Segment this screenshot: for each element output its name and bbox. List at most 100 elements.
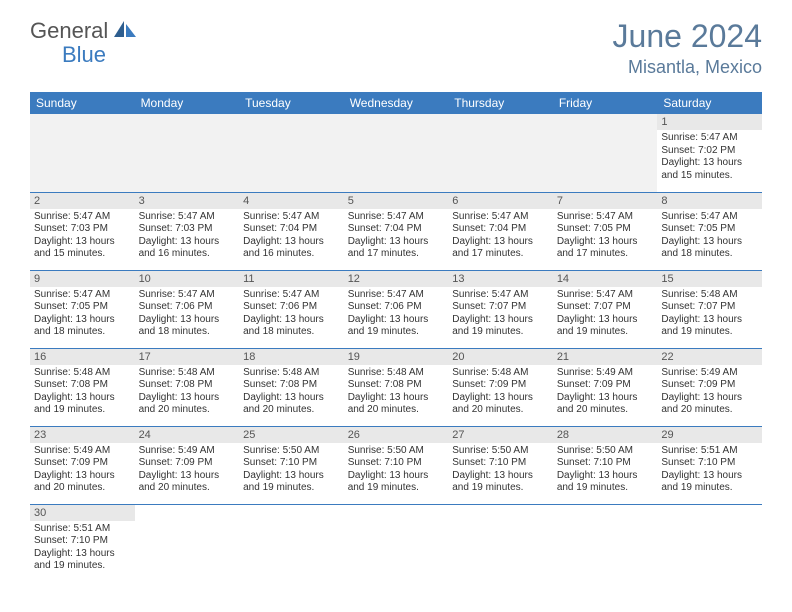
weekday-header-row: SundayMondayTuesdayWednesdayThursdayFrid… [30, 92, 762, 114]
day-number: 11 [239, 271, 344, 287]
weekday-header: Monday [135, 92, 240, 114]
calendar-body: 1Sunrise: 5:47 AMSunset: 7:02 PMDaylight… [30, 114, 762, 582]
weekday-header: Thursday [448, 92, 553, 114]
day-number: 18 [239, 349, 344, 365]
calendar-cell [448, 504, 553, 582]
calendar-cell [239, 114, 344, 192]
calendar-row: 30Sunrise: 5:51 AMSunset: 7:10 PMDayligh… [30, 504, 762, 582]
calendar-cell: 9Sunrise: 5:47 AMSunset: 7:05 PMDaylight… [30, 270, 135, 348]
calendar-row: 2Sunrise: 5:47 AMSunset: 7:03 PMDaylight… [30, 192, 762, 270]
day-details: Sunrise: 5:47 AMSunset: 7:05 PMDaylight:… [30, 287, 135, 341]
calendar-cell: 26Sunrise: 5:50 AMSunset: 7:10 PMDayligh… [344, 426, 449, 504]
day-number: 24 [135, 427, 240, 443]
day-number: 25 [239, 427, 344, 443]
day-number: 27 [448, 427, 553, 443]
day-number: 8 [657, 193, 762, 209]
day-details: Sunrise: 5:48 AMSunset: 7:08 PMDaylight:… [30, 365, 135, 419]
weekday-header: Sunday [30, 92, 135, 114]
calendar-cell [657, 504, 762, 582]
day-number: 29 [657, 427, 762, 443]
day-details: Sunrise: 5:49 AMSunset: 7:09 PMDaylight:… [135, 443, 240, 497]
day-number: 23 [30, 427, 135, 443]
day-details: Sunrise: 5:48 AMSunset: 7:09 PMDaylight:… [448, 365, 553, 419]
day-details: Sunrise: 5:50 AMSunset: 7:10 PMDaylight:… [553, 443, 658, 497]
calendar-cell: 16Sunrise: 5:48 AMSunset: 7:08 PMDayligh… [30, 348, 135, 426]
day-details: Sunrise: 5:51 AMSunset: 7:10 PMDaylight:… [30, 521, 135, 575]
page-title: June 2024 [613, 18, 762, 55]
day-details: Sunrise: 5:48 AMSunset: 7:08 PMDaylight:… [344, 365, 449, 419]
calendar-cell: 1Sunrise: 5:47 AMSunset: 7:02 PMDaylight… [657, 114, 762, 192]
calendar-cell: 17Sunrise: 5:48 AMSunset: 7:08 PMDayligh… [135, 348, 240, 426]
header: General June 2024 Misantla, Mexico [0, 0, 792, 86]
day-details: Sunrise: 5:47 AMSunset: 7:04 PMDaylight:… [344, 209, 449, 263]
day-number: 2 [30, 193, 135, 209]
day-details: Sunrise: 5:48 AMSunset: 7:07 PMDaylight:… [657, 287, 762, 341]
day-number: 17 [135, 349, 240, 365]
day-details: Sunrise: 5:50 AMSunset: 7:10 PMDaylight:… [344, 443, 449, 497]
day-number: 13 [448, 271, 553, 287]
day-number: 22 [657, 349, 762, 365]
calendar-cell [239, 504, 344, 582]
day-number: 9 [30, 271, 135, 287]
calendar-cell [135, 114, 240, 192]
calendar-row: 9Sunrise: 5:47 AMSunset: 7:05 PMDaylight… [30, 270, 762, 348]
day-details: Sunrise: 5:48 AMSunset: 7:08 PMDaylight:… [135, 365, 240, 419]
logo-text-blue: Blue [62, 42, 106, 67]
calendar-cell: 25Sunrise: 5:50 AMSunset: 7:10 PMDayligh… [239, 426, 344, 504]
calendar-cell: 8Sunrise: 5:47 AMSunset: 7:05 PMDaylight… [657, 192, 762, 270]
calendar-cell [135, 504, 240, 582]
weekday-header: Saturday [657, 92, 762, 114]
day-details: Sunrise: 5:47 AMSunset: 7:04 PMDaylight:… [448, 209, 553, 263]
day-details: Sunrise: 5:47 AMSunset: 7:06 PMDaylight:… [344, 287, 449, 341]
calendar-cell [30, 114, 135, 192]
day-number: 1 [657, 114, 762, 130]
day-number: 20 [448, 349, 553, 365]
day-details: Sunrise: 5:47 AMSunset: 7:07 PMDaylight:… [553, 287, 658, 341]
calendar-cell: 15Sunrise: 5:48 AMSunset: 7:07 PMDayligh… [657, 270, 762, 348]
calendar-cell [344, 504, 449, 582]
logo-text-general: General [30, 18, 108, 44]
day-number: 30 [30, 505, 135, 521]
sail-icon [112, 19, 138, 44]
calendar-cell: 2Sunrise: 5:47 AMSunset: 7:03 PMDaylight… [30, 192, 135, 270]
calendar-cell: 28Sunrise: 5:50 AMSunset: 7:10 PMDayligh… [553, 426, 658, 504]
day-details: Sunrise: 5:47 AMSunset: 7:02 PMDaylight:… [657, 130, 762, 184]
calendar-cell: 19Sunrise: 5:48 AMSunset: 7:08 PMDayligh… [344, 348, 449, 426]
day-details: Sunrise: 5:49 AMSunset: 7:09 PMDaylight:… [657, 365, 762, 419]
calendar-cell [448, 114, 553, 192]
calendar-cell: 4Sunrise: 5:47 AMSunset: 7:04 PMDaylight… [239, 192, 344, 270]
logo: General [30, 18, 140, 44]
day-number: 3 [135, 193, 240, 209]
calendar-cell: 29Sunrise: 5:51 AMSunset: 7:10 PMDayligh… [657, 426, 762, 504]
calendar-cell: 5Sunrise: 5:47 AMSunset: 7:04 PMDaylight… [344, 192, 449, 270]
weekday-header: Friday [553, 92, 658, 114]
day-details: Sunrise: 5:50 AMSunset: 7:10 PMDaylight:… [448, 443, 553, 497]
day-details: Sunrise: 5:47 AMSunset: 7:06 PMDaylight:… [239, 287, 344, 341]
calendar-cell [553, 114, 658, 192]
calendar-cell: 24Sunrise: 5:49 AMSunset: 7:09 PMDayligh… [135, 426, 240, 504]
location-label: Misantla, Mexico [613, 57, 762, 78]
day-number: 14 [553, 271, 658, 287]
day-details: Sunrise: 5:50 AMSunset: 7:10 PMDaylight:… [239, 443, 344, 497]
day-details: Sunrise: 5:47 AMSunset: 7:07 PMDaylight:… [448, 287, 553, 341]
calendar-cell: 22Sunrise: 5:49 AMSunset: 7:09 PMDayligh… [657, 348, 762, 426]
calendar-cell: 13Sunrise: 5:47 AMSunset: 7:07 PMDayligh… [448, 270, 553, 348]
day-details: Sunrise: 5:47 AMSunset: 7:05 PMDaylight:… [553, 209, 658, 263]
day-number: 26 [344, 427, 449, 443]
day-details: Sunrise: 5:49 AMSunset: 7:09 PMDaylight:… [553, 365, 658, 419]
weekday-header: Tuesday [239, 92, 344, 114]
day-details: Sunrise: 5:47 AMSunset: 7:03 PMDaylight:… [135, 209, 240, 263]
calendar-cell: 27Sunrise: 5:50 AMSunset: 7:10 PMDayligh… [448, 426, 553, 504]
calendar-row: 1Sunrise: 5:47 AMSunset: 7:02 PMDaylight… [30, 114, 762, 192]
calendar-cell: 10Sunrise: 5:47 AMSunset: 7:06 PMDayligh… [135, 270, 240, 348]
day-number: 5 [344, 193, 449, 209]
title-block: June 2024 Misantla, Mexico [613, 18, 762, 78]
day-details: Sunrise: 5:51 AMSunset: 7:10 PMDaylight:… [657, 443, 762, 497]
calendar-row: 16Sunrise: 5:48 AMSunset: 7:08 PMDayligh… [30, 348, 762, 426]
day-details: Sunrise: 5:48 AMSunset: 7:08 PMDaylight:… [239, 365, 344, 419]
calendar-table: SundayMondayTuesdayWednesdayThursdayFrid… [30, 92, 762, 582]
logo-sub: Blue [62, 42, 106, 68]
day-number: 6 [448, 193, 553, 209]
calendar-cell: 30Sunrise: 5:51 AMSunset: 7:10 PMDayligh… [30, 504, 135, 582]
calendar-cell [553, 504, 658, 582]
